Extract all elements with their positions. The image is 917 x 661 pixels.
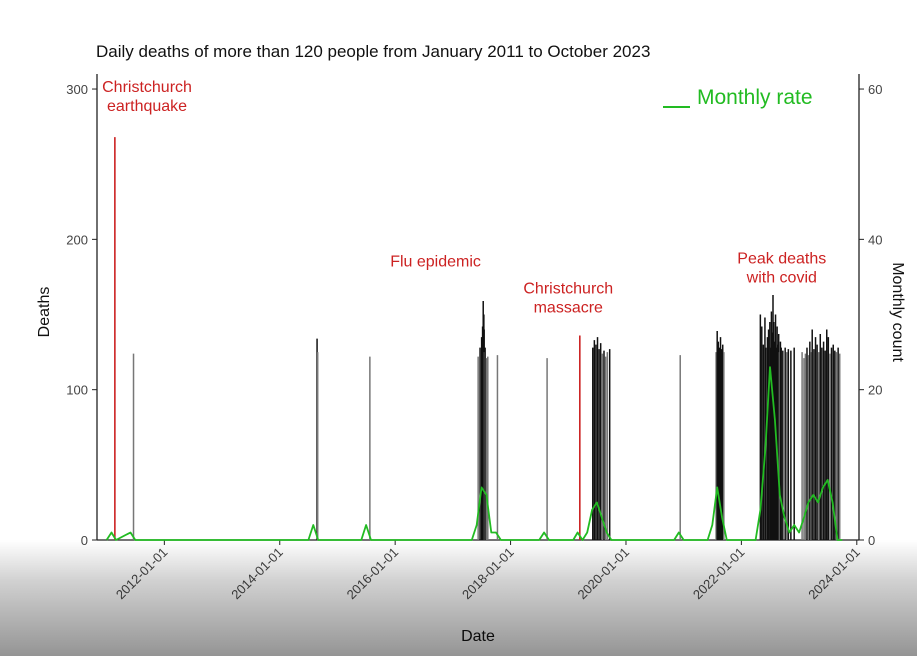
event-label-line: with covid [746,269,817,286]
x-tick-label: 2014-01-01 [228,545,286,603]
y2-tick-label: 60 [868,82,882,97]
event-label-line: earthquake [107,98,187,115]
y-tick-label: 200 [66,232,88,247]
x-tick-label: 2012-01-01 [113,545,171,603]
x-tick-label: 2022-01-01 [690,545,748,603]
y-tick-label: 100 [66,383,88,398]
event-label-line: massacre [534,299,603,316]
monthly-rate-line [105,366,843,541]
event-label-line: Christchurch [102,79,192,96]
y2-tick-label: 40 [868,232,882,247]
event-label: Flu epidemic [390,253,481,270]
x-axis-title: Date [461,628,495,645]
legend-label: Monthly rate [697,86,813,109]
plot-area: 0 100 200 300 0 20 40 60 2012-01-01 2014-01-01 201… [66,74,882,602]
legend: Monthly rate [663,86,813,109]
chart-title: Daily deaths of more than 120 people fro… [96,42,650,61]
event-label: Christchurch earthquake [102,79,192,115]
event-label: Christchurch massacre [523,280,613,316]
x-tick-label: 2020-01-01 [574,545,632,603]
event-label: Peak deaths with covid [737,250,826,286]
x-tick-label: 2018-01-01 [459,545,517,603]
y2-tick-label: 0 [868,533,875,548]
event-label-line: Peak deaths [737,250,826,267]
x-tick-label: 2024-01-01 [805,545,863,603]
y2-axis-title: Monthly count [889,262,906,362]
x-tick-label: 2016-01-01 [344,545,402,603]
event-label-line: Flu epidemic [390,253,481,270]
y-axis-title: Deaths [36,287,53,338]
y2-tick-label: 20 [868,383,882,398]
event-label-line: Christchurch [523,280,613,297]
y-tick-label: 0 [81,533,88,548]
y-tick-label: 300 [66,82,88,97]
